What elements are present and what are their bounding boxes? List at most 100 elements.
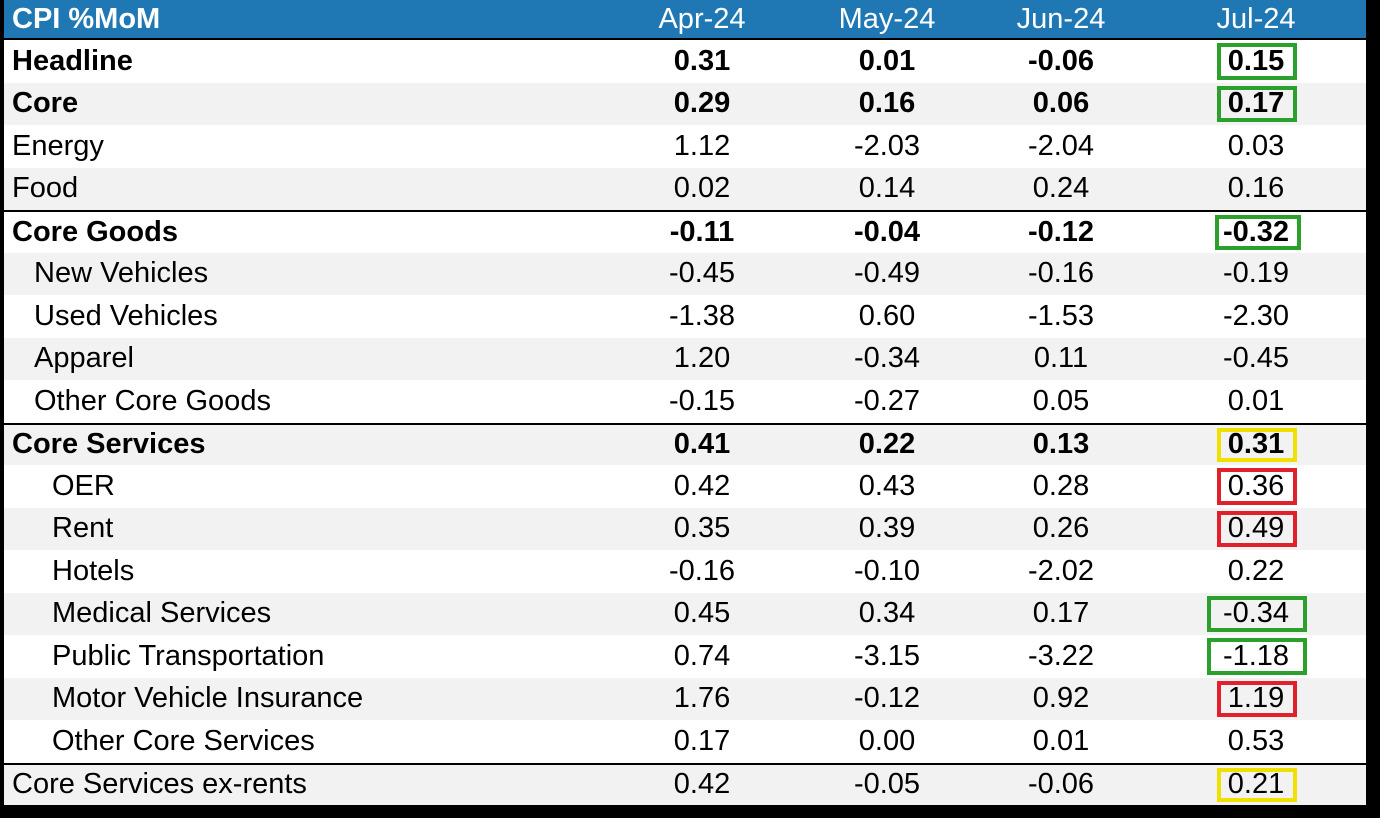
table-row: Energy 1.12 -2.03 -2.04 0.03 [4, 125, 1366, 168]
table-title: CPI %MoM [12, 2, 161, 35]
table-row: OER 0.42 0.43 0.28 0.36 [4, 465, 1366, 508]
table-body: Headline 0.31 0.01 -0.06 0.15 Core 0.29 0.16 0.0… [4, 40, 1366, 805]
value-cell-jul-24: 0.36 [1227, 469, 1285, 502]
row-label: Headline [12, 44, 133, 77]
value-cell-jun-24: 0.24 [1032, 172, 1090, 205]
table-header-row: CPI %MoM Apr-24 May-24 Jun-24 Jul-24 [4, 0, 1366, 40]
row-label: OER [52, 469, 115, 502]
value-cell-jun-24: 0.05 [1032, 384, 1090, 417]
row-label: Other Core Services [52, 724, 315, 757]
value-cell-apr-24: 0.41 [673, 428, 731, 461]
value-cell-apr-24: 0.29 [673, 87, 731, 120]
value-cell-jun-24: -0.12 [1027, 215, 1095, 248]
value-cell-jun-24: 0.92 [1032, 682, 1090, 715]
value-cell-apr-24: -0.15 [668, 384, 736, 417]
value-cell-jul-24: 0.49 [1227, 512, 1285, 545]
table-row: Core Services 0.41 0.22 0.13 0.31 [4, 422, 1366, 465]
row-label: Food [12, 172, 79, 205]
value-cell-jun-24: -0.06 [1027, 768, 1095, 801]
row-label: Medical Services [52, 597, 272, 630]
value-cell-jun-24: -2.04 [1027, 129, 1095, 162]
table-row: Public Transportation 0.74 -3.15 -3.22 -1.18 [4, 635, 1366, 678]
value-cell-apr-24: 0.42 [673, 768, 731, 801]
value-cell-may-24: -0.04 [853, 215, 921, 248]
row-label: Hotels [52, 554, 135, 587]
value-cell-apr-24: -1.38 [668, 299, 736, 332]
table-row: Used Vehicles -1.38 0.60 -1.53 -2.30 [4, 295, 1366, 338]
value-cell-apr-24: 0.45 [673, 597, 731, 630]
value-cell-jun-24: 0.17 [1032, 597, 1090, 630]
value-cell-apr-24: 0.31 [673, 44, 731, 77]
value-cell-apr-24: 1.76 [673, 682, 731, 715]
value-cell-jun-24: 0.11 [1033, 342, 1089, 375]
value-cell-apr-24: 0.42 [673, 469, 731, 502]
value-cell-may-24: -0.34 [853, 342, 921, 375]
value-cell-jul-24: -0.32 [1222, 215, 1290, 248]
value-cell-apr-24: -0.16 [668, 554, 736, 587]
value-cell-jun-24: -2.02 [1027, 554, 1095, 587]
value-cell-jul-24: 0.16 [1227, 172, 1285, 205]
value-cell-jun-24: 0.26 [1032, 512, 1090, 545]
table-row: Rent 0.35 0.39 0.26 0.49 [4, 507, 1366, 550]
row-label: Core Services [12, 428, 206, 461]
table-row: Other Core Goods -0.15 -0.27 0.05 0.01 [4, 380, 1366, 423]
value-cell-may-24: 0.00 [858, 724, 916, 757]
table-row: Medical Services 0.45 0.34 0.17 -0.34 [4, 592, 1366, 635]
table-row: Headline 0.31 0.01 -0.06 0.15 [4, 40, 1366, 83]
row-label: New Vehicles [34, 257, 209, 290]
row-label: Used Vehicles [34, 299, 218, 332]
row-label: Core [12, 87, 79, 120]
cpi-table: CPI %MoM Apr-24 May-24 Jun-24 Jul-24 Hea… [2, 0, 1368, 805]
column-header-jul-24: Jul-24 [1216, 2, 1296, 35]
value-cell-may-24: 0.01 [858, 44, 916, 77]
value-cell-jul-24: -0.45 [1222, 342, 1290, 375]
value-cell-jun-24: -1.53 [1027, 299, 1095, 332]
value-cell-jun-24: -3.22 [1027, 639, 1095, 672]
value-cell-jul-24: 0.53 [1227, 724, 1285, 757]
row-label: Other Core Goods [34, 384, 271, 417]
value-cell-may-24: -0.05 [853, 768, 921, 801]
column-header-may-24: May-24 [838, 2, 936, 35]
value-cell-jun-24: 0.06 [1032, 87, 1090, 120]
table-row: Core Goods -0.11 -0.04 -0.12 -0.32 [4, 210, 1366, 253]
value-cell-may-24: 0.34 [858, 597, 916, 630]
row-label: Motor Vehicle Insurance [52, 682, 364, 715]
value-cell-may-24: 0.16 [858, 87, 916, 120]
value-cell-apr-24: 1.12 [673, 129, 731, 162]
row-label: Apparel [34, 342, 134, 375]
value-cell-jul-24: 0.31 [1227, 428, 1285, 461]
row-label: Energy [12, 129, 104, 162]
table-row: New Vehicles -0.45 -0.49 -0.16 -0.19 [4, 252, 1366, 295]
value-cell-may-24: -0.27 [853, 384, 921, 417]
value-cell-jul-24: 1.19 [1227, 682, 1285, 715]
value-cell-may-24: 0.60 [858, 299, 916, 332]
value-cell-jul-24: -0.34 [1222, 597, 1290, 630]
value-cell-may-24: -0.12 [853, 682, 921, 715]
value-cell-apr-24: 0.74 [673, 639, 731, 672]
value-cell-may-24: 0.43 [858, 469, 916, 502]
value-cell-jul-24: 0.15 [1227, 44, 1285, 77]
value-cell-jul-24: 0.22 [1227, 554, 1285, 587]
value-cell-jun-24: 0.01 [1032, 724, 1090, 757]
value-cell-jun-24: -0.16 [1027, 257, 1095, 290]
value-cell-jul-24: 0.03 [1227, 129, 1285, 162]
row-label: Core Services ex-rents [12, 768, 307, 801]
value-cell-apr-24: -0.11 [669, 215, 735, 248]
value-cell-apr-24: 1.20 [673, 342, 731, 375]
value-cell-jun-24: 0.28 [1032, 469, 1090, 502]
row-label: Public Transportation [52, 639, 325, 672]
value-cell-apr-24: 0.02 [673, 172, 731, 205]
row-label: Rent [52, 512, 114, 545]
table-row: Motor Vehicle Insurance 1.76 -0.12 0.92 1.19 [4, 677, 1366, 720]
value-cell-jul-24: -1.18 [1222, 639, 1290, 672]
table-row: Food 0.02 0.14 0.24 0.16 [4, 167, 1366, 210]
value-cell-may-24: 0.14 [858, 172, 916, 205]
value-cell-jun-24: -0.06 [1027, 44, 1095, 77]
value-cell-apr-24: 0.17 [673, 724, 731, 757]
value-cell-apr-24: -0.45 [668, 257, 736, 290]
value-cell-may-24: 0.22 [858, 428, 916, 461]
value-cell-may-24: -0.49 [853, 257, 921, 290]
value-cell-may-24: -3.15 [853, 639, 921, 672]
value-cell-jun-24: 0.13 [1032, 428, 1090, 461]
value-cell-jul-24: -2.30 [1222, 299, 1290, 332]
